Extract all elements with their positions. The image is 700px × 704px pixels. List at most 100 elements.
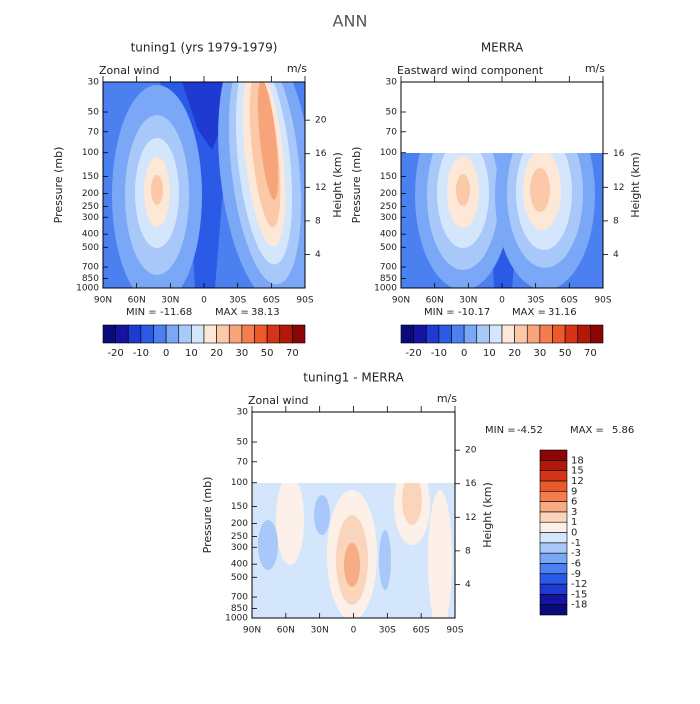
colorbar-box xyxy=(539,532,568,544)
colorbar-box xyxy=(191,324,205,344)
colorbar-label: 15 xyxy=(571,466,584,477)
y-tick-label: 400 xyxy=(82,230,99,240)
colorbar-box xyxy=(539,583,568,595)
y-tick-label: 50 xyxy=(88,108,100,118)
x-tick-label: 30S xyxy=(379,626,396,636)
y-tick-label: 700 xyxy=(380,263,397,273)
contour-fill xyxy=(530,168,550,212)
colorbar-label: 0 xyxy=(461,348,467,359)
contour-fill xyxy=(314,495,330,535)
colorbar-box xyxy=(127,324,142,344)
plot-title: tuning1 (yrs 1979-1979) xyxy=(131,41,278,55)
stat-max-label: MAX = xyxy=(215,307,249,318)
y-tick-label: 300 xyxy=(231,543,248,553)
y-tick-label: 150 xyxy=(231,502,248,512)
colorbar-box xyxy=(203,324,217,344)
colorbar-label: 18 xyxy=(571,455,584,466)
colorbar-box xyxy=(539,552,568,564)
x-tick-label: 30N xyxy=(459,296,477,306)
colorbar-label: 50 xyxy=(559,348,572,359)
y-tick-label: 1000 xyxy=(225,614,248,624)
x-tick-label: 60S xyxy=(263,296,280,306)
y2-tick-label: 12 xyxy=(315,183,326,193)
y-tick-label: 200 xyxy=(82,189,99,199)
stat-min: -10.17 xyxy=(458,307,490,318)
y-tick-label: 100 xyxy=(231,478,248,488)
y2-tick-label: 8 xyxy=(613,216,619,226)
colorbar-label: 12 xyxy=(571,476,584,487)
y-tick-label: 150 xyxy=(380,172,397,182)
y2-tick-label: 8 xyxy=(315,216,321,226)
x-tick-label: 90S xyxy=(594,296,611,306)
colorbar-box xyxy=(102,324,116,344)
y-tick-label: 30 xyxy=(386,78,398,88)
y-tick-label: 100 xyxy=(82,148,99,158)
contour-field xyxy=(401,153,603,288)
colorbar-label: -15 xyxy=(571,589,587,600)
units-label: m/s xyxy=(585,62,605,75)
stat-min-label: MIN = xyxy=(126,307,157,318)
colorbar-box xyxy=(564,324,579,344)
figure-title: ANN xyxy=(333,12,368,31)
colorbar-box xyxy=(153,324,167,344)
y-tick-label: 30 xyxy=(237,408,249,418)
colorbar-label: 20 xyxy=(210,348,223,359)
y-tick-label: 500 xyxy=(231,573,248,583)
colorbar-box xyxy=(241,324,255,344)
left-label: Zonal wind xyxy=(99,64,160,77)
colorbar-box xyxy=(539,573,568,585)
y-tick-label: 400 xyxy=(231,560,248,570)
contour-fill xyxy=(276,483,304,565)
colorbar-label: 70 xyxy=(584,348,597,359)
y-tick-label: 850 xyxy=(231,604,248,614)
y-tick-label: 700 xyxy=(82,263,99,273)
y-tick-label: 50 xyxy=(237,438,249,448)
colorbar-box xyxy=(228,324,243,344)
y-axis-label: Pressure (mb) xyxy=(52,147,65,224)
left-label: Eastward wind component xyxy=(397,64,544,77)
colorbar-box xyxy=(590,324,604,344)
colorbar-box xyxy=(539,604,568,616)
colorbar-box xyxy=(216,324,230,344)
stat-max-label: MAX = xyxy=(512,307,546,318)
x-tick-label: 90S xyxy=(296,296,313,306)
colorbar-label: 50 xyxy=(261,348,274,359)
y-tick-label: 1000 xyxy=(76,284,99,294)
y-tick-label: 700 xyxy=(231,593,248,603)
colorbar-box xyxy=(438,324,452,344)
colorbar-box xyxy=(489,324,503,344)
contour-fill xyxy=(456,174,470,206)
y-tick-label: 70 xyxy=(386,127,398,137)
y-tick-label: 400 xyxy=(380,230,397,240)
x-tick-label: 60S xyxy=(561,296,578,306)
colorbar-box xyxy=(539,470,568,482)
y-tick-label: 30 xyxy=(88,78,100,88)
colorbar-label: -20 xyxy=(107,348,123,359)
y-tick-label: 150 xyxy=(82,172,99,182)
colorbar-box xyxy=(425,324,440,344)
units-label: m/s xyxy=(437,392,457,405)
contour-field xyxy=(103,82,305,288)
y2-tick-label: 8 xyxy=(465,546,471,556)
left-label: Zonal wind xyxy=(248,394,309,407)
y-tick-label: 70 xyxy=(237,457,249,467)
y-tick-label: 500 xyxy=(82,243,99,253)
y-axis-label: Pressure (mb) xyxy=(201,477,214,554)
y-tick-label: 70 xyxy=(88,127,100,137)
stat-max: 5.86 xyxy=(612,425,634,436)
y2-tick-label: 20 xyxy=(315,116,327,126)
stat-max-label: MAX = xyxy=(570,425,604,436)
colorbar-box xyxy=(279,324,293,344)
colorbar-box xyxy=(266,324,281,344)
stat-max: 31.16 xyxy=(548,307,577,318)
stat-min-label: MIN = xyxy=(485,425,516,436)
contour-fill xyxy=(379,530,391,590)
colorbar-label: -3 xyxy=(571,548,581,559)
y2-axis-label: Height (km) xyxy=(331,152,344,218)
y-tick-label: 250 xyxy=(82,202,99,212)
y2-axis-label: Height (km) xyxy=(481,482,494,548)
x-tick-label: 90N xyxy=(94,296,112,306)
x-tick-label: 0 xyxy=(201,296,207,306)
colorbar-box xyxy=(476,324,490,344)
stat-max: 38.13 xyxy=(251,307,280,318)
